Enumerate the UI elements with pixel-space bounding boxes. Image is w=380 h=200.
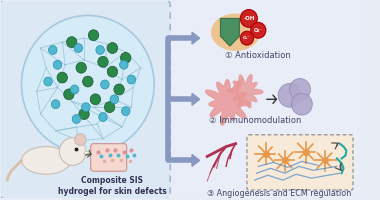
Circle shape: [57, 72, 68, 83]
Circle shape: [127, 75, 136, 84]
FancyBboxPatch shape: [0, 0, 363, 200]
Circle shape: [90, 94, 101, 105]
Circle shape: [76, 62, 86, 73]
Ellipse shape: [22, 147, 71, 174]
Circle shape: [122, 107, 130, 116]
Circle shape: [110, 95, 119, 104]
Polygon shape: [192, 93, 200, 105]
Circle shape: [99, 113, 107, 121]
Circle shape: [278, 84, 301, 107]
Circle shape: [120, 52, 131, 63]
Text: ③ Angiogenesis and ECM regulation: ③ Angiogenesis and ECM regulation: [207, 189, 352, 198]
Circle shape: [82, 76, 93, 87]
Circle shape: [51, 100, 60, 109]
FancyBboxPatch shape: [0, 0, 170, 199]
Ellipse shape: [211, 14, 260, 51]
FancyBboxPatch shape: [247, 135, 353, 190]
Circle shape: [53, 60, 62, 69]
Circle shape: [291, 93, 312, 115]
Circle shape: [44, 77, 52, 86]
Text: ① Antioxidation: ① Antioxidation: [225, 51, 291, 60]
Circle shape: [88, 30, 99, 41]
Circle shape: [70, 85, 79, 94]
Circle shape: [82, 103, 90, 112]
Circle shape: [74, 44, 82, 52]
Text: O₂⁻: O₂⁻: [243, 36, 251, 40]
Circle shape: [59, 138, 86, 165]
Circle shape: [22, 15, 154, 154]
Circle shape: [101, 80, 109, 89]
Circle shape: [290, 79, 310, 100]
FancyBboxPatch shape: [91, 144, 127, 171]
Polygon shape: [192, 155, 200, 166]
Polygon shape: [227, 75, 263, 108]
Circle shape: [251, 22, 266, 38]
Circle shape: [107, 43, 118, 53]
Ellipse shape: [84, 152, 90, 155]
Circle shape: [107, 66, 118, 77]
Circle shape: [74, 134, 86, 146]
Circle shape: [105, 102, 115, 113]
Circle shape: [64, 89, 74, 100]
Circle shape: [98, 56, 108, 67]
Circle shape: [72, 115, 81, 123]
Polygon shape: [220, 18, 239, 46]
Circle shape: [240, 10, 257, 27]
Text: ·OH: ·OH: [243, 16, 255, 21]
Circle shape: [114, 84, 124, 95]
Text: Composite SIS
hydrogel for skin defects: Composite SIS hydrogel for skin defects: [58, 176, 167, 196]
Circle shape: [96, 46, 105, 54]
Polygon shape: [206, 80, 250, 125]
Circle shape: [49, 46, 57, 54]
Text: O₂⁻: O₂⁻: [254, 28, 263, 33]
Polygon shape: [192, 32, 200, 44]
Circle shape: [240, 31, 253, 45]
Circle shape: [120, 60, 128, 69]
Circle shape: [66, 37, 77, 48]
Text: ② Immunomodulation: ② Immunomodulation: [209, 116, 301, 125]
Circle shape: [79, 109, 89, 120]
